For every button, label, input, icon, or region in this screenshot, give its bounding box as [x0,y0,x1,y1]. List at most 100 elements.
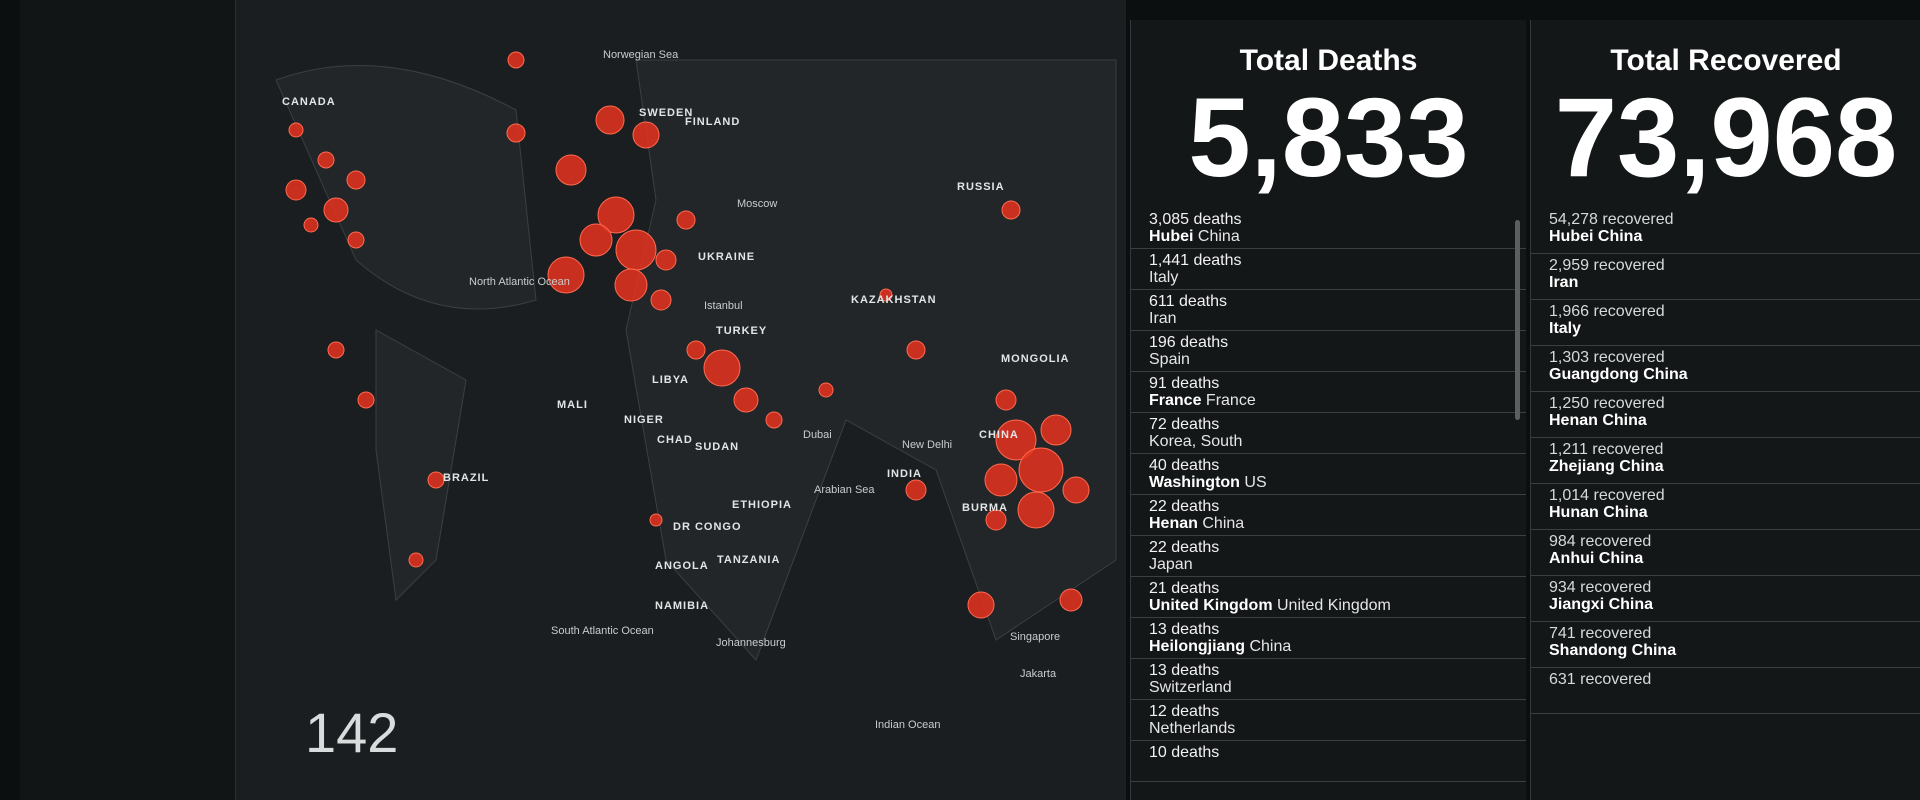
item-count: 1,250 recovered [1549,395,1665,412]
deaths-panel: Total Deaths 5,833 3,085 deaths Hubei Chi… [1130,20,1526,800]
item-count: 54,278 recovered [1549,211,1674,228]
item-place-line: France France [1149,392,1516,409]
map-label: KAZAKHSTAN [851,294,937,306]
recovered-panel: Total Recovered 73,968 54,278 recovered H… [1530,20,1920,800]
item-place: Italy [1549,320,1582,337]
item-place-line: Henan China [1549,412,1911,429]
list-row: 611 deaths Iran [1131,290,1526,331]
item-place: France [1149,392,1202,409]
item-count: 22 deaths [1149,498,1220,515]
item-count: 22 deaths [1149,539,1220,556]
item-region: Iran [1149,310,1177,327]
scrollbar [1515,220,1520,420]
map-label: BRAZIL [443,472,490,484]
list-row: 22 deaths Japan [1131,536,1526,577]
map-label: CHAD [657,434,693,446]
item-place-line: Netherlands [1149,720,1516,737]
map-label: TURKEY [716,325,768,337]
list-row: 984 recovered Anhui China [1531,530,1920,576]
list-row: 934 recovered Jiangxi China [1531,576,1920,622]
item-count: 1,014 recovered [1549,487,1665,504]
item-count: 91 deaths [1149,375,1220,392]
list-row: 1,250 recovered Henan China [1531,392,1920,438]
map-label: MONGOLIA [1001,353,1070,365]
item-place-line: United Kingdom United Kingdom [1149,597,1516,614]
list-row: 3,085 deaths Hubei China [1131,208,1526,249]
list-row: 12 deaths Netherlands [1131,700,1526,741]
item-place: Shandong China [1549,642,1677,659]
item-place: Heilongjiang [1149,638,1245,655]
recovered-list: 54,278 recovered Hubei China 2,959 recover… [1531,208,1920,714]
list-row: 72 deaths Korea, South [1131,413,1526,454]
map-label: TANZANIA [717,554,781,566]
item-place-line: Hunan China [1549,504,1911,521]
item-place: Hubei China [1549,228,1643,245]
item-place-line: Washington US [1149,474,1516,491]
map-label: FINLAND [685,116,741,128]
item-place-line: Korea, South [1149,433,1516,450]
list-row: 91 deaths France France [1131,372,1526,413]
map-label: BURMA [962,502,1008,514]
map-label: NAMIBIA [655,600,710,612]
item-count: 72 deaths [1149,416,1220,433]
world-map [236,0,1126,800]
item-count: 40 deaths [1149,457,1220,474]
map-label: Moscow [737,198,778,210]
list-row: 13 deaths Heilongjiang China [1131,618,1526,659]
map-label: Norwegian Sea [603,49,679,61]
item-place: United Kingdom [1149,597,1273,614]
item-count: 984 recovered [1549,533,1652,550]
item-place-line: Guangdong China [1549,366,1911,383]
map-label: DR CONGO [673,521,742,533]
item-place: Anhui China [1549,550,1644,567]
item-count: 741 recovered [1549,625,1652,642]
item-count: 2,959 recovered [1549,257,1665,274]
item-place-line: Spain [1149,351,1516,368]
item-region: United Kingdom [1277,597,1391,614]
item-place: Hunan China [1549,504,1648,521]
list-row: 10 deaths [1131,741,1526,782]
item-place: Hubei [1149,228,1194,245]
list-row: 196 deaths Spain [1131,331,1526,372]
map-label: Istanbul [704,300,743,312]
sidebar [20,0,236,800]
panel-title: Total Recovered [1610,44,1842,77]
item-place-line: Henan China [1149,515,1516,532]
map-label: Johannesburg [716,637,786,649]
map-label: INDIA [887,468,922,480]
item-count: 1,303 recovered [1549,349,1665,366]
map-label: SUDAN [695,441,740,453]
list-row: 54,278 recovered Hubei China [1531,208,1920,254]
map-label: Arabian Sea [814,484,875,496]
deaths-list: 3,085 deaths Hubei China 1,441 deaths Italy… [1131,208,1526,782]
land-shape [375,329,467,602]
item-count: 12 deaths [1149,703,1220,720]
list-row: 1,966 recovered Italy [1531,300,1920,346]
map-label: RUSSIA [957,181,1005,193]
item-region: Spain [1149,351,1190,368]
item-place-line: Shandong China [1549,642,1911,659]
item-place-line: Italy [1549,320,1911,337]
item-region: Korea, South [1149,433,1243,450]
item-place-line: Italy [1149,269,1516,286]
list-row: 22 deaths Henan China [1131,495,1526,536]
map-label: North Atlantic Ocean [469,276,570,288]
item-place-line: Hubei China [1549,228,1911,245]
panel-total: 5,833 [1188,75,1469,200]
item-place: Henan China [1549,412,1647,429]
item-place-line: Switzerland [1149,679,1516,696]
case-circles [285,51,1090,619]
item-count: 13 deaths [1149,621,1220,638]
land-shape [275,64,537,310]
item-region: Switzerland [1149,679,1232,696]
map-label: Dubai [803,429,832,441]
list-row: 2,959 recovered Iran [1531,254,1920,300]
item-region: Netherlands [1149,720,1236,737]
map-label: ETHIOPIA [732,499,792,511]
item-place: Zhejiang China [1549,458,1664,475]
item-place-line: Hubei China [1149,228,1516,245]
item-count: 21 deaths [1149,580,1220,597]
map-label: New Delhi [902,439,953,451]
item-count: 10 deaths [1149,744,1220,761]
